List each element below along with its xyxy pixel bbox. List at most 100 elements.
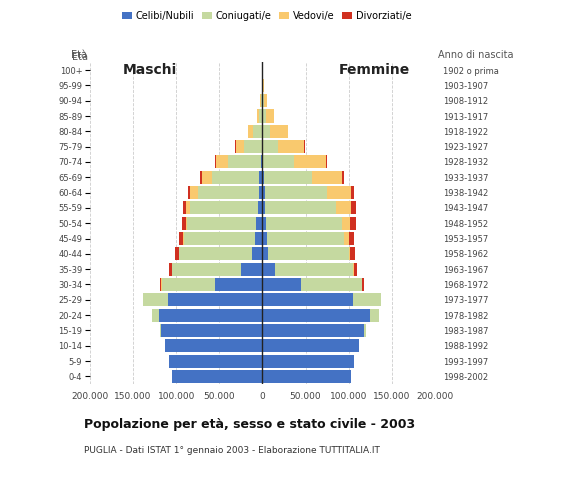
Bar xyxy=(160,278,161,291)
Bar xyxy=(342,171,343,184)
Bar xyxy=(351,202,356,215)
Bar xyxy=(169,263,172,276)
Bar xyxy=(380,293,381,306)
Bar xyxy=(190,186,198,199)
Bar xyxy=(263,156,293,168)
Bar xyxy=(266,109,274,122)
Bar xyxy=(362,278,364,291)
Bar xyxy=(350,216,356,230)
Bar xyxy=(159,309,263,322)
Bar xyxy=(311,171,342,184)
Bar xyxy=(349,232,354,245)
Bar xyxy=(345,232,349,245)
Bar xyxy=(161,324,263,337)
Bar xyxy=(263,216,266,230)
Bar xyxy=(186,202,190,215)
Bar xyxy=(143,293,168,306)
Bar xyxy=(301,278,362,291)
Bar xyxy=(172,263,241,276)
Text: Maschi: Maschi xyxy=(123,63,177,77)
Text: Età: Età xyxy=(71,50,87,60)
Bar xyxy=(351,186,354,199)
Bar xyxy=(256,216,263,230)
Bar xyxy=(263,109,266,122)
Bar xyxy=(278,140,304,153)
Bar xyxy=(276,263,353,276)
Bar xyxy=(263,278,301,291)
Bar xyxy=(183,232,184,245)
Bar xyxy=(263,324,364,337)
Bar xyxy=(241,263,263,276)
Bar xyxy=(263,202,265,215)
Bar xyxy=(261,94,262,107)
Bar xyxy=(259,171,263,184)
Bar xyxy=(161,278,215,291)
Bar xyxy=(353,293,380,306)
Bar xyxy=(190,202,258,215)
Text: Età: Età xyxy=(72,52,88,62)
Bar xyxy=(168,293,263,306)
Bar xyxy=(258,202,263,215)
Bar xyxy=(264,186,327,199)
Bar xyxy=(263,339,359,352)
Bar xyxy=(269,247,349,260)
Bar xyxy=(172,370,263,383)
Bar xyxy=(186,216,187,230)
Text: Femmine: Femmine xyxy=(339,63,410,77)
Bar xyxy=(259,109,262,122)
Bar xyxy=(248,125,253,138)
Bar xyxy=(244,140,262,153)
Bar xyxy=(257,109,259,122)
Bar xyxy=(263,79,264,92)
Bar xyxy=(169,355,263,368)
Bar xyxy=(216,156,228,168)
Bar xyxy=(228,156,261,168)
Bar xyxy=(263,263,276,276)
Bar xyxy=(263,247,269,260)
Text: Anno di nascita: Anno di nascita xyxy=(438,50,513,60)
Bar xyxy=(266,216,342,230)
Bar xyxy=(179,232,183,245)
Text: PUGLIA - Dati ISTAT 1° gennaio 2003 - Elaborazione TUTTITALIA.IT: PUGLIA - Dati ISTAT 1° gennaio 2003 - El… xyxy=(84,446,380,456)
Bar xyxy=(187,216,256,230)
Bar xyxy=(255,232,263,245)
Bar xyxy=(263,171,264,184)
Bar xyxy=(235,140,244,153)
Bar xyxy=(202,171,212,184)
Bar xyxy=(267,232,345,245)
Bar xyxy=(349,247,350,260)
Bar xyxy=(175,247,179,260)
Bar xyxy=(179,247,252,260)
Bar xyxy=(263,186,264,199)
Bar xyxy=(263,355,354,368)
Text: Popolazione per età, sesso e stato civile - 2003: Popolazione per età, sesso e stato civil… xyxy=(84,418,415,431)
Bar xyxy=(263,309,370,322)
Bar xyxy=(165,339,263,352)
Bar xyxy=(215,278,263,291)
Bar xyxy=(200,171,202,184)
Bar xyxy=(353,263,354,276)
Bar xyxy=(198,186,259,199)
Bar xyxy=(327,186,351,199)
Bar xyxy=(259,186,263,199)
Bar xyxy=(370,309,379,322)
Bar xyxy=(183,202,186,215)
Bar xyxy=(336,202,351,215)
Bar xyxy=(264,171,311,184)
Bar xyxy=(252,247,263,260)
Bar xyxy=(350,247,355,260)
Bar xyxy=(188,186,190,199)
Bar xyxy=(215,156,216,168)
Bar xyxy=(364,324,365,337)
Bar xyxy=(265,202,336,215)
Bar xyxy=(152,309,159,322)
Bar xyxy=(261,156,263,168)
Bar xyxy=(270,125,288,138)
Bar xyxy=(263,293,353,306)
Bar xyxy=(293,156,327,168)
Bar xyxy=(342,216,350,230)
Bar xyxy=(212,171,259,184)
Bar xyxy=(184,232,255,245)
Bar xyxy=(263,125,270,138)
Bar xyxy=(182,216,186,230)
